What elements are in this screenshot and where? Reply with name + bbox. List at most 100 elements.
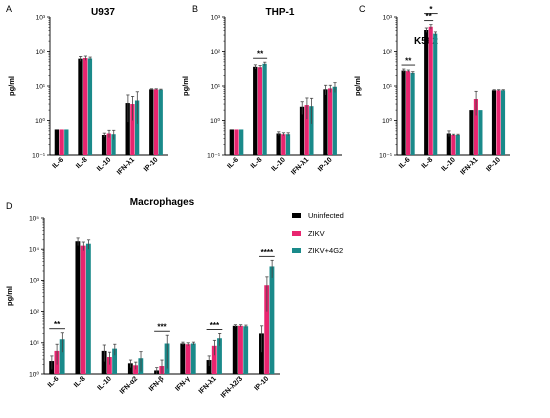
x-tick-label: IFN-α2 [119, 375, 139, 395]
panel-c-k562: C K562 pg/ml 10⁻¹10⁰10¹10²10³IL-6IL-8IL-… [353, 4, 510, 177]
bar-zikv-il-10 [106, 357, 112, 374]
bar-zikv-4g2-il-6 [410, 72, 415, 155]
y-tick-label: 10¹ [36, 83, 46, 90]
significance-label: * [429, 5, 433, 14]
bar-zikv-il-6 [406, 71, 411, 155]
bar-uninfected-il-10 [276, 133, 281, 155]
y-tick-label: 10¹ [383, 83, 393, 90]
y-tick-label: 10³ [211, 14, 221, 21]
bar-zikv-ifn-1 [130, 104, 135, 155]
bar-zikv-4g2-ifn-1 [217, 338, 222, 374]
bar-uninfected-ifn [180, 343, 186, 374]
bar-zikv-ifn-1 [211, 345, 217, 374]
bar-uninfected-il-8 [75, 241, 81, 374]
bar-zikv-4g2-il-6 [239, 129, 244, 155]
bar-zikv-ifn [185, 344, 191, 374]
x-tick-label: IFN-λ1 [459, 156, 480, 177]
y-tick-label: 10⁴ [29, 247, 39, 254]
y-axis-label: pg/ml [181, 76, 190, 96]
y-axis-label: pg/ml [353, 76, 362, 96]
x-tick-label: IFN-λ2/3 [219, 375, 244, 400]
y-tick-label: 10¹ [211, 83, 221, 90]
bar-zikv-4g2-il-8 [87, 58, 93, 155]
panel-letter: B [192, 4, 198, 14]
panel-letter: D [6, 201, 13, 211]
bar-zikv-il-8 [80, 245, 86, 374]
bar-zikv-ifn-2-3 [238, 325, 243, 374]
panel-letter: A [6, 4, 12, 14]
legend: Uninfected ZIKV ZIKV+4G2 [292, 211, 344, 255]
bar-zikv-4g2-il-8 [433, 33, 438, 156]
x-tick-label: IL-8 [73, 375, 87, 389]
y-tick-label: 10¹ [30, 340, 40, 347]
x-tick-label: IL-8 [421, 156, 435, 170]
y-tick-label: 10² [30, 309, 40, 316]
bar-zikv-il-8 [257, 67, 263, 155]
panel-marks: 10⁻¹ 10⁰ 10¹ 10² 10³ IL-6 IL-8 IL-10 IFN-λ1 IP-10… [207, 14, 342, 177]
bar-zikv-ip-10 [153, 89, 159, 155]
bar-uninfected-ifn-2-3 [232, 325, 238, 374]
legend-swatch-zikv [292, 231, 301, 236]
bar-zikv-ip-10 [327, 88, 333, 155]
bar-uninfected-ip-10 [259, 333, 264, 374]
x-tick-label: IFN-γ [174, 375, 191, 392]
panel-letter: C [359, 4, 366, 14]
bar-uninfected-il-10 [101, 350, 107, 374]
bar-zikv-4g2-ifn-2-3 [243, 326, 249, 374]
significance-label: *** [210, 321, 220, 330]
x-tick-label: IL-6 [51, 156, 65, 170]
bar-zikv-4g2-il-6 [64, 129, 69, 155]
y-axis-label: pg/ml [7, 76, 16, 96]
bar-zikv-4g2-ip-10 [500, 90, 506, 155]
y-tick-label: 10⁰ [29, 370, 39, 378]
significance-label: **** [261, 248, 274, 257]
bar-uninfected-ip-10 [323, 89, 328, 155]
bar-zikv-4g2-il-10 [112, 348, 118, 374]
y-tick-label: 10² [383, 49, 393, 56]
bar-zikv-ifn-2 [133, 365, 138, 374]
panel-marks: 10⁻¹ 10⁰ 10¹ 10² 10³ IL-6 IL-8 IL-10 IFN-λ1 IP-10… [379, 5, 510, 177]
bar-zikv-4g2-il-10 [285, 134, 291, 155]
x-tick-label: IFN-λ1 [115, 156, 136, 177]
bar-zikv-il-10 [106, 133, 111, 155]
significance-label: ** [257, 50, 264, 59]
bar-uninfected-ifn-1 [469, 110, 474, 155]
x-tick-label: IFN-β [148, 375, 166, 393]
x-tick-label: IL-10 [270, 156, 287, 173]
bar-uninfected-ifn-1 [125, 103, 130, 155]
y-tick-label: 10⁰ [210, 117, 220, 125]
legend-swatch-uninfected [292, 213, 301, 218]
significance-label: *** [157, 323, 167, 332]
bar-zikv-4g2-il-10 [111, 134, 116, 155]
bar-zikv-4g2-ip-10 [269, 266, 275, 374]
y-tick-label: 10⁰ [35, 117, 45, 125]
bar-zikv-il-6 [59, 129, 64, 155]
y-tick-label: 10⁻¹ [32, 152, 46, 159]
bar-uninfected-il-6 [401, 70, 406, 155]
bar-zikv-il-10 [281, 134, 286, 155]
bar-zikv-4g2-ip-10 [332, 86, 337, 155]
bar-uninfected-il-8 [78, 58, 83, 155]
x-tick-label: IL-6 [398, 156, 412, 170]
y-tick-label: 10⁰ [382, 117, 392, 125]
x-tick-label: IP-10 [485, 156, 502, 173]
x-tick-label: IP-10 [143, 156, 160, 173]
x-tick-label: IL-10 [96, 156, 113, 173]
bar-zikv-4g2-ifn [190, 343, 196, 374]
panel-marks: 10⁰ 10¹ 10² 10³ 10⁴ 10⁵ IL-6 IL-8 IL-10 IFN-α2 IFN… [29, 215, 280, 400]
y-tick-label: 10² [211, 49, 221, 56]
y-tick-label: 10³ [30, 278, 40, 285]
bar-zikv-il-6 [234, 129, 239, 155]
bar-zikv-il-8 [428, 26, 433, 156]
bar-uninfected-ifn-1 [299, 106, 305, 155]
x-tick-label: IL-10 [96, 375, 113, 392]
y-tick-label: 10² [36, 49, 46, 56]
bar-zikv-4g2-ifn-1 [134, 100, 140, 155]
legend-label-zikv-4g2: ZIKV+4G2 [308, 246, 343, 255]
x-tick-label: IP-10 [317, 156, 334, 173]
bar-uninfected-ifn-2 [127, 363, 133, 374]
bar-uninfected-ip-10 [149, 89, 154, 155]
bar-uninfected-il-8 [253, 66, 258, 155]
y-axis-label: pg/ml [5, 286, 14, 306]
bar-uninfected-ifn-1 [206, 360, 212, 374]
